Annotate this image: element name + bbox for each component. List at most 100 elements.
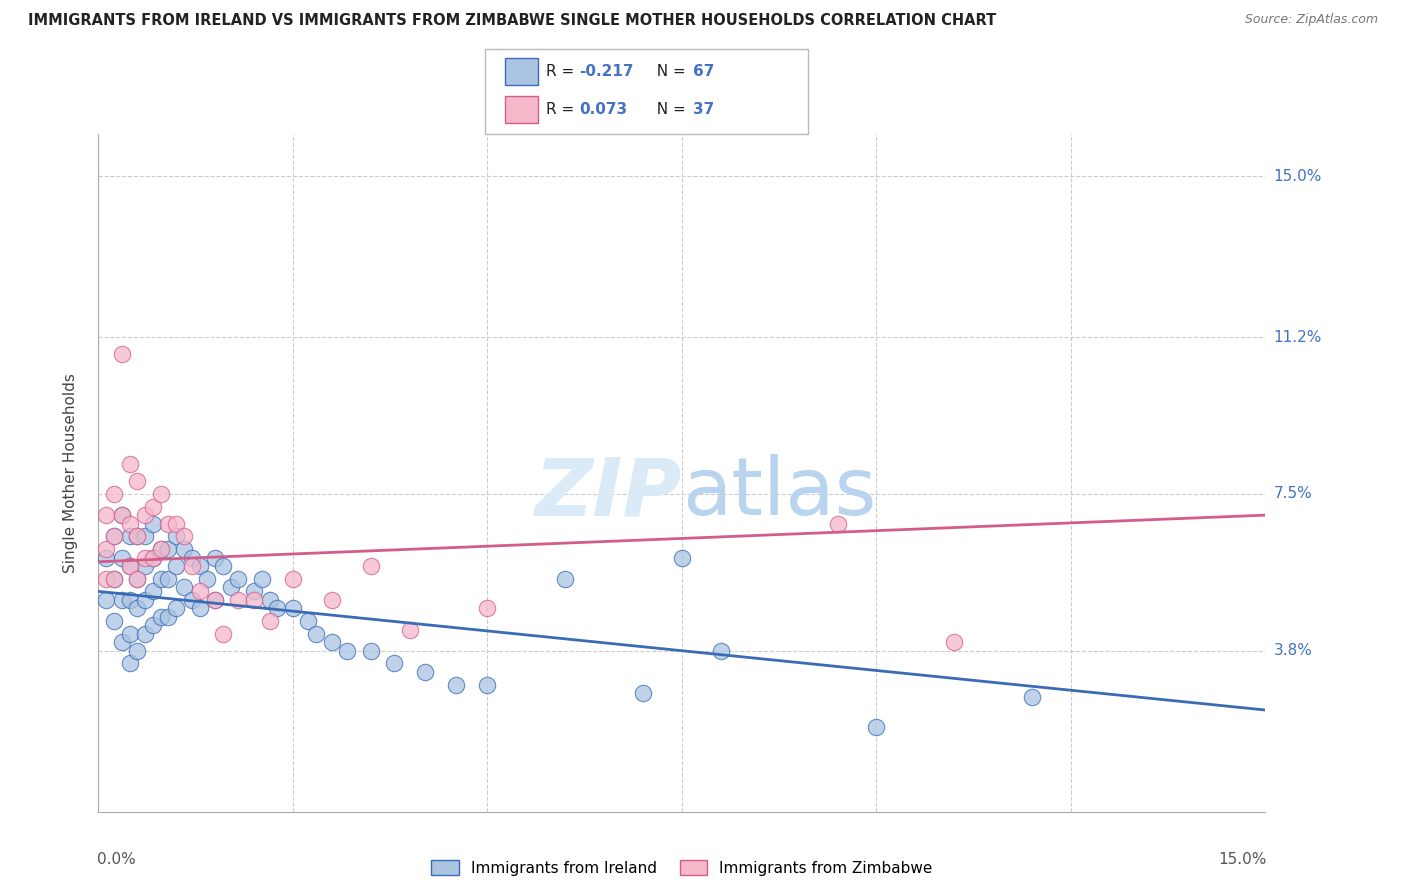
Point <box>212 558 235 574</box>
Point <box>118 626 141 640</box>
Legend: Immigrants from Ireland, Immigrants from Zimbabwe: Immigrants from Ireland, Immigrants from… <box>425 855 939 882</box>
Text: 15.0%: 15.0% <box>1274 169 1322 184</box>
Point <box>134 508 156 523</box>
Point <box>336 644 359 658</box>
Point <box>188 558 211 574</box>
Point <box>321 635 343 649</box>
Point <box>118 558 141 574</box>
Point <box>943 635 966 649</box>
Text: 11.2%: 11.2% <box>1274 330 1322 344</box>
Point <box>413 665 436 679</box>
Point <box>157 610 180 624</box>
Point <box>103 614 125 628</box>
Point <box>149 541 172 557</box>
Text: -0.217: -0.217 <box>579 64 634 79</box>
Point <box>165 516 187 531</box>
Point <box>259 614 281 628</box>
Point <box>477 678 499 692</box>
Point <box>127 601 149 615</box>
Point <box>111 347 134 361</box>
Point <box>127 475 149 489</box>
Point <box>259 592 281 607</box>
Text: ZIP: ZIP <box>534 454 682 533</box>
Point <box>118 529 141 543</box>
Text: 7.5%: 7.5% <box>1274 486 1312 501</box>
Point <box>281 572 304 586</box>
Point <box>134 529 156 543</box>
Text: R =: R = <box>546 103 579 117</box>
Point <box>204 592 226 607</box>
Point <box>188 584 211 599</box>
Text: 37: 37 <box>693 103 714 117</box>
Point <box>250 572 273 586</box>
Point <box>243 584 266 599</box>
Point <box>111 508 134 523</box>
Point <box>173 541 195 557</box>
Point <box>173 580 195 594</box>
Point <box>134 626 156 640</box>
Text: N =: N = <box>647 64 690 79</box>
Text: 15.0%: 15.0% <box>1218 853 1267 867</box>
Point <box>111 508 134 523</box>
Point <box>127 572 149 586</box>
Point <box>134 550 156 565</box>
Point <box>96 572 118 586</box>
Text: 0.0%: 0.0% <box>97 853 136 867</box>
Point <box>165 529 187 543</box>
Point <box>180 558 202 574</box>
Point <box>360 558 382 574</box>
Text: 67: 67 <box>693 64 714 79</box>
Point <box>96 592 118 607</box>
Point <box>477 601 499 615</box>
Point <box>195 572 218 586</box>
Point <box>134 558 156 574</box>
Point <box>631 686 654 700</box>
Text: 3.8%: 3.8% <box>1274 643 1313 658</box>
Point <box>554 572 576 586</box>
Point <box>398 623 420 637</box>
Point <box>118 457 141 471</box>
Point <box>188 601 211 615</box>
Point <box>118 657 141 671</box>
Point <box>142 516 165 531</box>
Point <box>96 550 118 565</box>
Point <box>1021 690 1043 705</box>
Point <box>710 644 733 658</box>
Point <box>103 529 125 543</box>
Point <box>266 601 288 615</box>
Point <box>127 529 149 543</box>
Point <box>149 541 172 557</box>
Point <box>149 610 172 624</box>
Point <box>165 601 187 615</box>
Point <box>228 572 250 586</box>
Point <box>118 592 141 607</box>
Point <box>865 720 887 734</box>
Point <box>305 626 328 640</box>
Point <box>173 529 195 543</box>
Text: IMMIGRANTS FROM IRELAND VS IMMIGRANTS FROM ZIMBABWE SINGLE MOTHER HOUSEHOLDS COR: IMMIGRANTS FROM IRELAND VS IMMIGRANTS FR… <box>28 13 997 29</box>
Text: R =: R = <box>546 64 579 79</box>
Point <box>157 516 180 531</box>
Point <box>360 644 382 658</box>
Point <box>96 541 118 557</box>
Point <box>127 529 149 543</box>
Point <box>165 558 187 574</box>
Point <box>382 657 405 671</box>
Point <box>212 626 235 640</box>
Point <box>180 592 202 607</box>
Point <box>297 614 319 628</box>
Point <box>142 618 165 632</box>
Point <box>157 541 180 557</box>
Point <box>103 572 125 586</box>
Point <box>671 550 693 565</box>
Point <box>149 487 172 501</box>
Text: atlas: atlas <box>682 454 876 533</box>
Point <box>96 508 118 523</box>
Point <box>127 644 149 658</box>
Point <box>149 572 172 586</box>
Point <box>157 572 180 586</box>
Point <box>219 580 242 594</box>
Point <box>180 550 202 565</box>
Point <box>111 592 134 607</box>
Text: Source: ZipAtlas.com: Source: ZipAtlas.com <box>1244 13 1378 27</box>
